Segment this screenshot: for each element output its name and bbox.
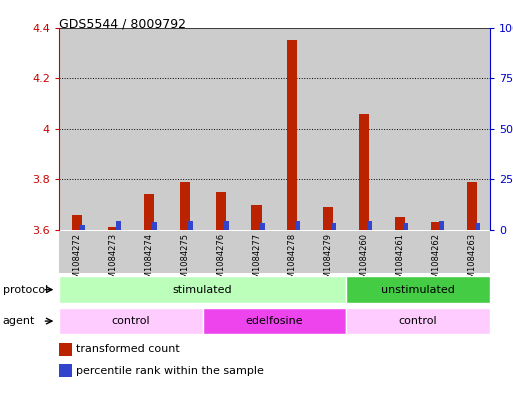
Text: stimulated: stimulated xyxy=(173,285,232,295)
Text: unstimulated: unstimulated xyxy=(381,285,455,295)
Text: edelfosine: edelfosine xyxy=(246,316,303,326)
Text: GSM1084263: GSM1084263 xyxy=(467,233,477,289)
Bar xyxy=(346,308,490,334)
Text: percentile rank within the sample: percentile rank within the sample xyxy=(76,366,264,376)
Bar xyxy=(131,231,167,273)
Text: GSM1084274: GSM1084274 xyxy=(144,233,153,289)
Text: GSM1084260: GSM1084260 xyxy=(360,233,369,289)
Bar xyxy=(95,231,131,273)
Bar xyxy=(116,221,121,230)
Bar xyxy=(59,308,203,334)
Bar xyxy=(180,182,190,230)
Bar xyxy=(203,28,239,230)
Text: GSM1084275: GSM1084275 xyxy=(180,233,189,289)
Text: GSM1084273: GSM1084273 xyxy=(108,233,117,289)
Text: transformed count: transformed count xyxy=(76,344,180,354)
Bar xyxy=(167,28,203,230)
Bar xyxy=(310,28,346,230)
Text: GSM1084278: GSM1084278 xyxy=(288,233,297,289)
Bar xyxy=(367,221,372,230)
Bar xyxy=(224,221,229,230)
Bar xyxy=(323,207,333,230)
Bar xyxy=(144,195,154,230)
Text: control: control xyxy=(399,316,438,326)
Bar xyxy=(131,28,167,230)
Bar xyxy=(152,222,157,230)
Bar xyxy=(359,114,369,230)
Bar xyxy=(239,231,274,273)
Bar xyxy=(346,28,382,230)
Bar xyxy=(382,28,418,230)
Bar xyxy=(251,205,262,230)
Bar xyxy=(95,28,131,230)
Bar xyxy=(418,28,454,230)
Bar xyxy=(188,221,193,230)
Bar xyxy=(395,217,405,230)
Bar xyxy=(346,231,382,273)
Bar xyxy=(203,308,346,334)
Bar xyxy=(72,215,82,230)
Bar xyxy=(80,225,85,230)
Bar xyxy=(454,231,490,273)
Text: GSM1084277: GSM1084277 xyxy=(252,233,261,289)
Text: GDS5544 / 8009792: GDS5544 / 8009792 xyxy=(59,18,186,31)
Bar xyxy=(59,28,95,230)
Bar xyxy=(403,223,408,230)
Bar xyxy=(346,276,490,303)
Bar xyxy=(260,223,265,230)
Bar xyxy=(295,221,301,230)
Text: GSM1084279: GSM1084279 xyxy=(324,233,333,289)
Bar xyxy=(215,192,226,230)
Bar xyxy=(310,231,346,273)
Bar xyxy=(382,231,418,273)
Text: protocol: protocol xyxy=(3,285,48,295)
Bar xyxy=(167,231,203,273)
Text: GSM1084272: GSM1084272 xyxy=(72,233,82,289)
Bar xyxy=(239,28,274,230)
Bar xyxy=(331,223,337,230)
Bar xyxy=(454,28,490,230)
Bar xyxy=(274,231,310,273)
Bar xyxy=(287,40,298,230)
Bar xyxy=(59,276,346,303)
Text: GSM1084276: GSM1084276 xyxy=(216,233,225,289)
Text: GSM1084261: GSM1084261 xyxy=(396,233,405,289)
Text: GSM1084262: GSM1084262 xyxy=(431,233,441,289)
Bar xyxy=(439,221,444,230)
Bar xyxy=(418,231,454,273)
Bar xyxy=(475,223,480,230)
Text: agent: agent xyxy=(3,316,35,326)
Bar xyxy=(59,231,95,273)
Text: control: control xyxy=(111,316,150,326)
Bar xyxy=(108,228,118,230)
Bar xyxy=(274,28,310,230)
Bar xyxy=(467,182,477,230)
Bar xyxy=(203,231,239,273)
Bar xyxy=(431,222,441,230)
